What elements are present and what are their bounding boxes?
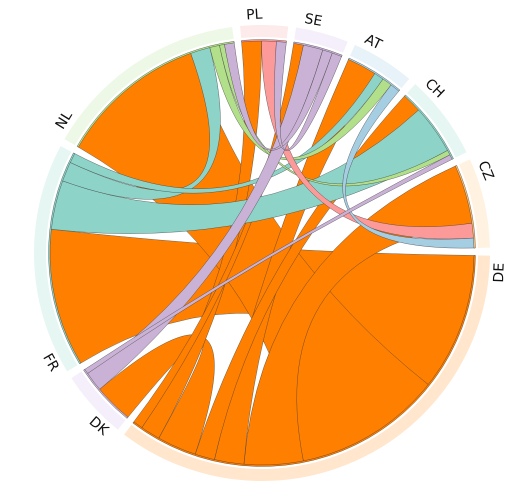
node-arc-cz <box>455 165 476 249</box>
outer-arc-layer <box>33 25 490 481</box>
outer-arc-fr <box>33 146 78 372</box>
outer-arc-pl <box>240 25 289 39</box>
node-label-cz: CZ <box>474 159 496 183</box>
node-arc-ch <box>404 94 454 160</box>
node-arc-at <box>348 57 401 92</box>
node-arc-dk <box>83 369 129 419</box>
outer-arc-at <box>350 44 410 89</box>
ribbon-layer <box>48 39 476 467</box>
outer-arc-se <box>294 27 348 53</box>
outer-arc-ch <box>407 84 467 158</box>
outer-arc-nl <box>64 26 234 146</box>
outer-arc-de <box>124 255 490 481</box>
node-label-at: AT <box>362 31 385 53</box>
node-label-se: SE <box>303 11 323 30</box>
node-arc-nl <box>76 41 235 148</box>
node-arc-pl <box>241 39 287 43</box>
node-label-de: DE <box>491 263 508 283</box>
node-arc-de <box>132 255 476 467</box>
outer-arc-dk <box>71 371 126 430</box>
outer-arc-cz <box>458 159 490 248</box>
node-arc-se <box>293 41 343 57</box>
node-arc-layer <box>48 39 476 467</box>
node-label-pl: PL <box>246 6 263 23</box>
node-label-fr: FR <box>39 351 62 375</box>
